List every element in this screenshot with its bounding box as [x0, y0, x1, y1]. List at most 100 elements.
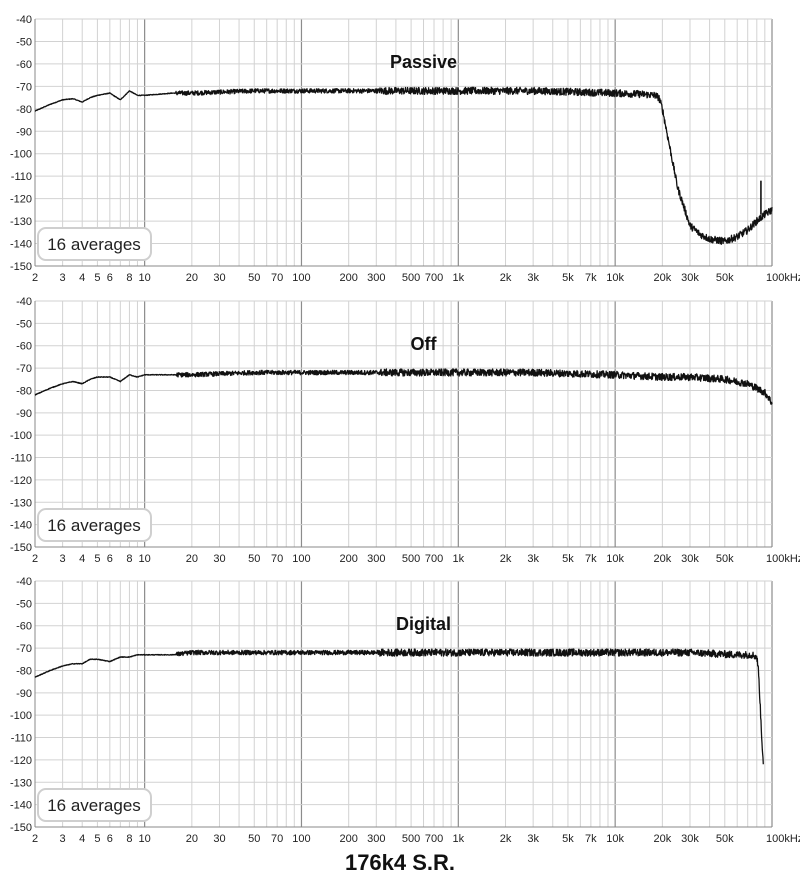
x-tick-label: 4: [79, 272, 85, 284]
x-tick-label: 30: [213, 833, 225, 845]
footer-caption: 176k4 S.R.: [344, 850, 456, 875]
y-tick-label: -100: [10, 430, 32, 442]
x-tick-label: 10: [139, 272, 151, 284]
y-tick-label: -120: [10, 755, 32, 767]
x-tick-label: 300: [367, 553, 385, 565]
x-tick-label: 10k: [606, 272, 624, 284]
x-tick-label: 1k: [453, 553, 465, 565]
x-tick-label: 6: [107, 272, 113, 284]
averages-badge: [37, 227, 152, 261]
series-line: [34, 648, 764, 765]
series-line: [34, 86, 773, 245]
x-tick-label: 6: [107, 833, 113, 845]
y-tick-label: -70: [16, 81, 32, 93]
x-tick-label: 200: [340, 833, 358, 845]
x-tick-label: 10: [139, 833, 151, 845]
averages-badge-label: 16 averages: [47, 235, 141, 254]
y-tick-label: -150: [10, 822, 32, 834]
y-tick-label: -70: [16, 643, 32, 655]
x-tick-label: 5k: [562, 553, 574, 565]
y-tick-label: -50: [16, 36, 32, 48]
y-tick-label: -80: [16, 104, 32, 116]
y-tick-label: -140: [10, 520, 32, 532]
x-tick-label: 20: [186, 272, 198, 284]
y-tick-label: -130: [10, 216, 32, 228]
y-tick-label: -130: [10, 497, 32, 509]
x-tick-label: 20: [186, 553, 198, 565]
y-tick-label: -60: [16, 621, 32, 633]
averages-badge-label: 16 averages: [47, 516, 141, 535]
x-tick-label: 20: [186, 833, 198, 845]
x-tick-label: 2k: [500, 553, 512, 565]
x-tick-label: 5: [94, 833, 100, 845]
chart-panel-1: -40 -50 -60 -70 -80 -90 -100 -110 -120 -130 -140 -1…: [10, 14, 800, 284]
y-tick-label: -150: [10, 542, 32, 554]
y-tick-label: -40: [16, 14, 32, 26]
x-tick-label: 100: [292, 833, 310, 845]
y-tick-label: -60: [16, 59, 32, 71]
x-tick-label: 8: [126, 833, 132, 845]
x-tick-label: 10k: [606, 553, 624, 565]
x-tick-label: 300: [367, 272, 385, 284]
x-tick-label: 70: [271, 272, 283, 284]
x-tick-label: 70: [271, 833, 283, 845]
x-tick-label: 7k: [585, 553, 597, 565]
x-tick-label: 7k: [585, 833, 597, 845]
x-tick-label: 100kHz: [766, 272, 800, 284]
x-tick-label: 3k: [527, 553, 539, 565]
x-tick-label: 2: [32, 833, 38, 845]
x-tick-label: 30k: [681, 833, 699, 845]
x-tick-label: 500: [402, 553, 420, 565]
x-tick-label: 2k: [500, 833, 512, 845]
chart-title: Off: [411, 334, 438, 354]
y-tick-label: -40: [16, 576, 32, 588]
y-tick-label: -80: [16, 385, 32, 397]
y-tick-label: -60: [16, 341, 32, 353]
x-tick-label: 3k: [527, 833, 539, 845]
x-tick-label: 50: [248, 272, 260, 284]
x-tick-label: 700: [425, 833, 443, 845]
x-tick-label: 100kHz: [766, 833, 800, 845]
y-tick-label: -90: [16, 126, 32, 138]
x-tick-label: 50k: [716, 272, 734, 284]
x-tick-label: 200: [340, 553, 358, 565]
x-tick-label: 500: [402, 833, 420, 845]
x-tick-label: 30k: [681, 553, 699, 565]
x-tick-label: 10k: [606, 833, 624, 845]
x-tick-label: 700: [425, 553, 443, 565]
x-tick-label: 5: [94, 272, 100, 284]
x-tick-label: 100: [292, 272, 310, 284]
y-tick-label: -50: [16, 598, 32, 610]
x-tick-label: 5: [94, 553, 100, 565]
x-tick-label: 300: [367, 833, 385, 845]
x-tick-label: 1k: [453, 272, 465, 284]
x-tick-label: 20k: [653, 833, 671, 845]
x-tick-label: 8: [126, 553, 132, 565]
chart-title: Passive: [390, 52, 457, 72]
x-tick-label: 30k: [681, 272, 699, 284]
averages-badge: [37, 508, 152, 542]
x-tick-label: 3: [60, 553, 66, 565]
x-tick-label: 50: [248, 553, 260, 565]
x-tick-label: 50k: [716, 553, 734, 565]
x-tick-label: 2: [32, 272, 38, 284]
x-tick-label: 10: [139, 553, 151, 565]
y-tick-label: -110: [11, 453, 32, 465]
y-tick-label: -100: [10, 149, 32, 161]
y-tick-label: -150: [10, 261, 32, 273]
x-tick-label: 50k: [716, 833, 734, 845]
x-tick-label: 6: [107, 553, 113, 565]
x-tick-label: 5k: [562, 272, 574, 284]
y-tick-label: -80: [16, 665, 32, 677]
x-tick-label: 8: [126, 272, 132, 284]
averages-badge: [37, 788, 152, 822]
x-tick-label: 2k: [500, 272, 512, 284]
x-tick-label: 500: [402, 272, 420, 284]
y-tick-label: -100: [10, 710, 32, 722]
y-tick-label: -140: [10, 239, 32, 251]
chart-title: Digital: [396, 614, 451, 634]
y-tick-label: -120: [10, 475, 32, 487]
y-tick-label: -110: [11, 171, 32, 183]
x-tick-label: 2: [32, 553, 38, 565]
